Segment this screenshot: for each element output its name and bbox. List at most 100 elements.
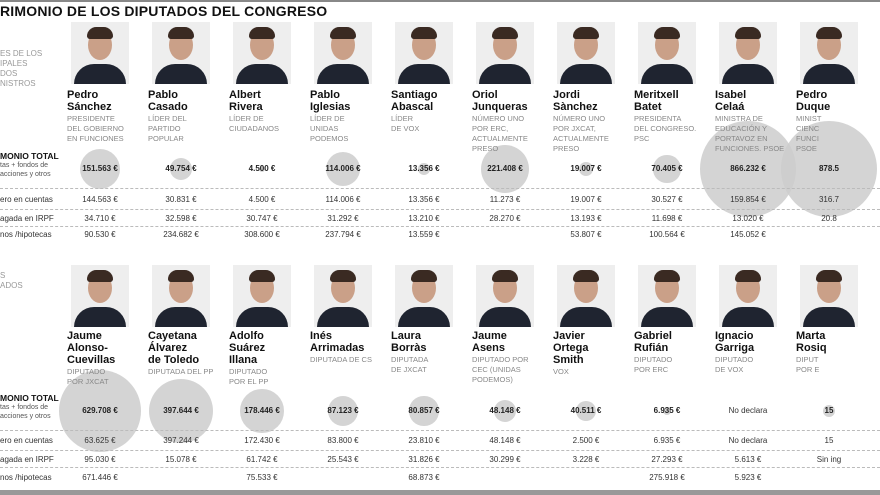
irpf-value: 31.292 € <box>327 214 359 223</box>
cuentas-value: No declara <box>728 436 768 445</box>
deputy-role: NÚMERO UNO POR JXCAT, ACTUALMENTE PRESO <box>553 114 627 154</box>
name-line: Santiago <box>391 89 438 101</box>
hipotecas-value: 234.682 € <box>163 230 199 239</box>
deputy-photo <box>476 22 534 84</box>
hipotecas-value: 237.794 € <box>325 230 361 239</box>
role-line: DIPUTADO <box>634 355 673 364</box>
name-line: Garriga <box>715 342 755 354</box>
name-line: Ortega <box>553 342 589 354</box>
role-line: DIPUTADO POR <box>472 355 529 364</box>
total-value: 114.006 € <box>325 164 361 173</box>
deputy-photo <box>638 22 696 84</box>
name-line: Pedro <box>796 89 828 101</box>
name-line: Gabriel <box>634 330 672 342</box>
row-divider <box>0 450 880 451</box>
hipotecas-value: 5.923 € <box>734 473 762 482</box>
deputy-photo <box>152 22 210 84</box>
name-line: Pedro <box>67 89 99 101</box>
section-label: S ADOS <box>0 271 23 291</box>
deputy-name: Ignacio Garriga <box>715 330 789 354</box>
deputy-photo <box>395 22 453 84</box>
role-line: ACTUALMENTE <box>472 134 528 143</box>
name-line: Illana <box>229 354 258 366</box>
role-line: PODEMOS <box>310 134 349 143</box>
hipotecas-value: 145.052 € <box>730 230 766 239</box>
row-label-total: MONIO TOTAL <box>0 393 59 403</box>
role-line: DIPUTADA DEL PP <box>148 367 214 376</box>
name-line: Sánchez <box>67 101 112 113</box>
irpf-value: 5.613 € <box>734 455 762 464</box>
total-value: 80.857 € <box>408 406 440 415</box>
deputy-photo <box>476 265 534 327</box>
photo-body <box>236 307 288 327</box>
hipotecas-value: 90.530 € <box>84 230 116 239</box>
photo-body <box>560 64 612 84</box>
row-label-total_sub2: acciones y otros <box>0 171 51 178</box>
deputy-name: Inés Arrimadas <box>310 330 384 354</box>
row-divider <box>0 209 880 210</box>
role-line: LÍDER <box>391 114 414 123</box>
role-line: PRESIDENTA <box>634 114 682 123</box>
deputy-name: Oriol Junqueras <box>472 89 546 113</box>
name-line: Ignacio <box>715 330 754 342</box>
total-value: 48.148 € <box>489 406 521 415</box>
cuentas-value: 23.810 € <box>408 436 440 445</box>
deputy-name: Laura Borràs <box>391 330 465 354</box>
photo-body <box>479 64 531 84</box>
deputy-name: Pablo Casado <box>148 89 222 113</box>
section-label-line: ES DE LOS <box>0 49 43 58</box>
photo-hair <box>411 270 437 282</box>
name-line: Inés <box>310 330 333 342</box>
photo-hair <box>735 27 761 39</box>
role-line: NÚMERO UNO <box>472 114 525 123</box>
photo-hair <box>87 27 113 39</box>
deputy-role: LÍDER DE VOX <box>391 114 465 134</box>
photo-body <box>641 307 693 327</box>
irpf-value: 13.210 € <box>408 214 440 223</box>
section-label: ES DE LOS IPALES DOS NISTROS <box>0 49 42 89</box>
photo-hair <box>249 27 275 39</box>
photo-body <box>803 64 855 84</box>
irpf-value: 61.742 € <box>246 455 278 464</box>
name-line: Albert <box>229 89 261 101</box>
photo-hair <box>411 27 437 39</box>
role-line: CIUDADANOS <box>229 124 280 133</box>
cuentas-value: 11.273 € <box>489 195 521 204</box>
deputy-photo <box>395 265 453 327</box>
irpf-value: 25.543 € <box>327 455 359 464</box>
deputy-role: DIPUTADO POR EL PP <box>229 367 303 387</box>
photo-hair <box>573 270 599 282</box>
total-value: 178.446 € <box>244 406 280 415</box>
name-line: Cuevillas <box>67 354 116 366</box>
hipotecas-value: 100.564 € <box>649 230 685 239</box>
name-line: Iglesias <box>310 101 351 113</box>
deputy-role: LÍDER DE CIUDADANOS <box>229 114 303 134</box>
photo-body <box>317 64 369 84</box>
deputy-photo <box>314 265 372 327</box>
section-label-line: ADOS <box>0 281 23 290</box>
irpf-value: 13.020 € <box>732 214 764 223</box>
cuentas-value: 397.244 € <box>163 436 199 445</box>
role-line: PORTAVOZ EN <box>715 134 768 143</box>
deputy-name: Jaume Asens <box>472 330 546 354</box>
role-line: MINIST <box>796 114 822 123</box>
irpf-value: 28.270 € <box>489 214 521 223</box>
name-line: Álvarez <box>148 342 188 354</box>
deputy-role: DIPUTADA DE CS <box>310 355 384 365</box>
section-label-line: S <box>0 271 6 280</box>
deputy-role: LÍDER DEL PARTIDO POPULAR <box>148 114 222 144</box>
photo-body <box>722 307 774 327</box>
deputy-photo <box>638 265 696 327</box>
role-line: DEL GOBIERNO <box>67 124 124 133</box>
deputy-name: Albert Rivera <box>229 89 303 113</box>
irpf-value: 11.698 € <box>651 214 683 223</box>
deputy-photo <box>71 265 129 327</box>
deputy-name: Javier Ortega Smith <box>553 330 627 366</box>
row-divider <box>0 467 880 468</box>
bottom-rule <box>0 490 880 495</box>
page-title: RIMONIO DE LOS DIPUTADOS DEL CONGRESO <box>0 3 328 19</box>
photo-hair <box>573 27 599 39</box>
deputy-photo <box>152 265 210 327</box>
total-value: 629.708 € <box>82 406 118 415</box>
role-line: EN FUNCIONES <box>67 134 124 143</box>
